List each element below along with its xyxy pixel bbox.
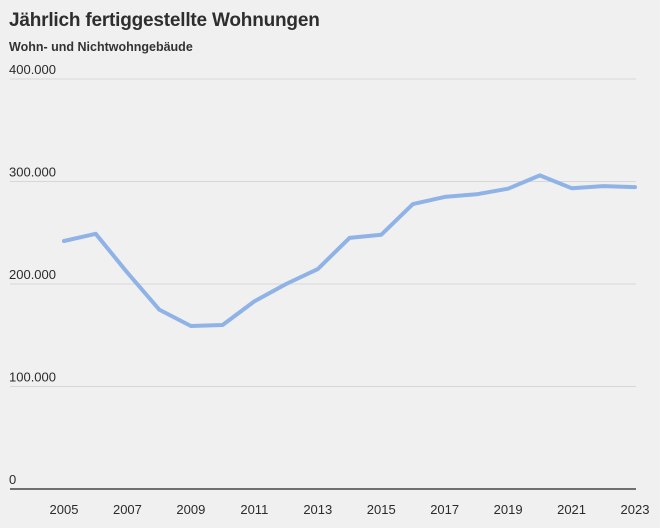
y-tick-label: 400.000 xyxy=(9,62,56,77)
y-tick-label: 100.000 xyxy=(9,370,56,385)
x-axis-tick-labels: 2005 2007 2009 2011 2013 2015 2017 2019 2021 2023 xyxy=(50,502,650,517)
x-tick-label: 2017 xyxy=(430,502,459,517)
y-tick-label: 300.000 xyxy=(9,165,56,180)
x-tick-label: 2007 xyxy=(113,502,142,517)
x-tick-label: 2023 xyxy=(621,502,650,517)
x-tick-label: 2013 xyxy=(303,502,332,517)
series-layer xyxy=(62,173,637,328)
chart-subtitle: Wohn- und Nichtwohngebäude xyxy=(9,40,193,54)
data-points xyxy=(62,173,637,328)
chart-title: Jährlich fertiggestellte Wohnungen xyxy=(9,10,320,31)
x-tick-label: 2021 xyxy=(557,502,586,517)
x-tick-label: 2009 xyxy=(176,502,205,517)
y-tick-label: 0 xyxy=(9,472,16,487)
x-tick-label: 2019 xyxy=(494,502,523,517)
x-tick-label: 2015 xyxy=(367,502,396,517)
x-tick-label: 2005 xyxy=(50,502,79,517)
y-axis-tick-labels: 0 100.000 200.000 300.000 400.000 xyxy=(9,62,56,487)
x-tick-label: 2011 xyxy=(240,502,268,517)
y-tick-label: 200.000 xyxy=(9,267,56,282)
grid-lines xyxy=(10,78,636,490)
series-line xyxy=(62,173,637,328)
